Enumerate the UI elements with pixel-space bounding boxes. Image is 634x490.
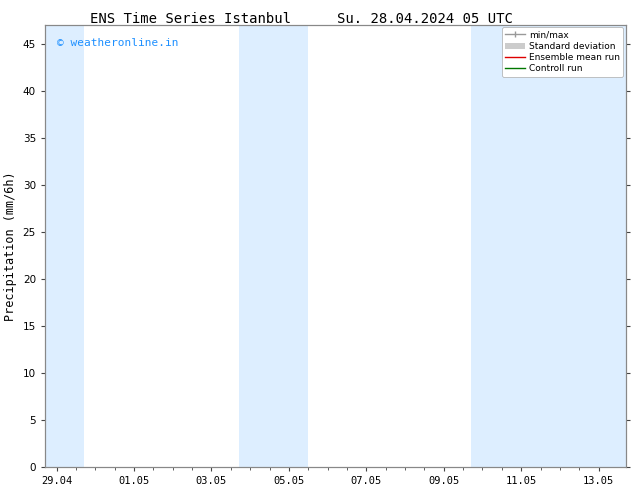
Text: ENS Time Series Istanbul: ENS Time Series Istanbul	[89, 12, 291, 26]
Text: Su. 28.04.2024 05 UTC: Su. 28.04.2024 05 UTC	[337, 12, 513, 26]
Text: © weatheronline.in: © weatheronline.in	[56, 38, 178, 48]
Legend: min/max, Standard deviation, Ensemble mean run, Controll run: min/max, Standard deviation, Ensemble me…	[502, 27, 623, 76]
Bar	[471, 25, 626, 467]
Y-axis label: Precipitation (mm/6h): Precipitation (mm/6h)	[4, 171, 17, 320]
Bar	[45, 25, 84, 467]
Bar	[238, 25, 308, 467]
